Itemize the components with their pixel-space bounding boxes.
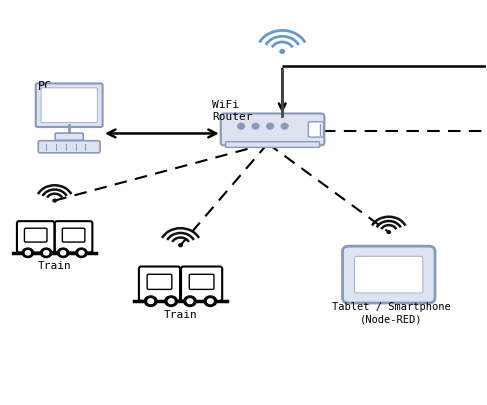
FancyBboxPatch shape (355, 257, 423, 293)
Text: PC: PC (37, 80, 52, 93)
Circle shape (281, 124, 288, 130)
Text: Tablet / Smartphone
(Node-RED): Tablet / Smartphone (Node-RED) (332, 301, 450, 324)
Circle shape (57, 249, 69, 258)
FancyBboxPatch shape (55, 222, 93, 253)
Circle shape (252, 124, 259, 130)
Circle shape (187, 299, 193, 304)
FancyBboxPatch shape (189, 275, 214, 290)
Circle shape (387, 231, 391, 234)
FancyBboxPatch shape (41, 89, 97, 123)
FancyBboxPatch shape (38, 141, 100, 153)
Text: WiFi
Router: WiFi Router (212, 100, 253, 122)
Circle shape (25, 251, 30, 255)
Text: Train: Train (38, 261, 72, 271)
FancyBboxPatch shape (17, 222, 55, 253)
Circle shape (184, 296, 196, 307)
FancyBboxPatch shape (36, 84, 103, 128)
Circle shape (169, 299, 174, 304)
Text: Train: Train (164, 309, 197, 319)
FancyBboxPatch shape (342, 247, 435, 303)
Circle shape (267, 124, 274, 130)
Circle shape (40, 249, 52, 258)
FancyBboxPatch shape (221, 114, 324, 146)
FancyBboxPatch shape (24, 229, 47, 243)
Circle shape (79, 251, 84, 255)
Circle shape (148, 299, 153, 304)
FancyBboxPatch shape (308, 122, 323, 138)
Circle shape (238, 124, 244, 130)
Circle shape (204, 296, 217, 307)
Circle shape (22, 249, 34, 258)
Circle shape (76, 249, 87, 258)
Circle shape (207, 299, 213, 304)
FancyBboxPatch shape (147, 275, 172, 290)
Circle shape (165, 296, 177, 307)
FancyBboxPatch shape (225, 143, 319, 148)
FancyBboxPatch shape (62, 229, 85, 243)
FancyBboxPatch shape (55, 134, 83, 141)
Circle shape (44, 251, 49, 255)
Circle shape (53, 200, 56, 202)
Circle shape (60, 251, 66, 255)
FancyBboxPatch shape (139, 267, 180, 301)
FancyBboxPatch shape (181, 267, 222, 301)
Circle shape (145, 296, 157, 307)
Circle shape (179, 244, 182, 247)
Circle shape (280, 50, 284, 54)
